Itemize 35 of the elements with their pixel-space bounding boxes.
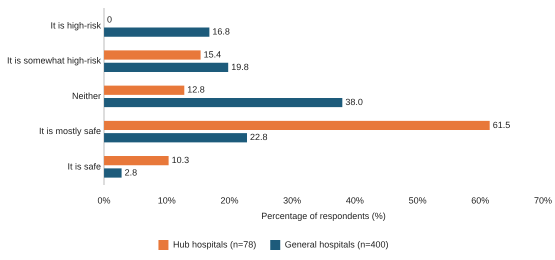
bar (104, 120, 490, 130)
x-tick-label: 30% (283, 195, 302, 206)
x-tick-label: 40% (346, 195, 364, 206)
bar (104, 86, 184, 95)
x-tick-label: 70% (534, 195, 552, 206)
data-label: 61.5 (492, 120, 510, 130)
bar (104, 156, 169, 166)
legend-label: Hub hospitals (n=78) (172, 239, 256, 250)
bar (104, 98, 342, 108)
x-tick-label: 50% (408, 195, 427, 206)
data-label: 16.8 (212, 26, 230, 37)
bar (104, 50, 201, 60)
x-axis-title: Percentage of respondents (%) (261, 211, 386, 222)
data-label: 19.8 (231, 62, 249, 72)
data-label: 22.8 (250, 132, 268, 142)
bar (104, 62, 228, 72)
data-label: 10.3 (172, 155, 190, 166)
y-tick-label: It is high-risk (50, 20, 102, 30)
x-tick-label: 0% (98, 195, 111, 206)
y-tick-label: It is somewhat high-risk (7, 56, 102, 66)
x-tick-label: 10% (158, 195, 176, 206)
x-tick-label: 60% (471, 195, 490, 206)
data-label: 0 (107, 14, 112, 24)
data-label: 15.4 (204, 50, 222, 60)
data-label: 38.0 (345, 97, 363, 108)
y-tick-label: Neither (72, 90, 102, 101)
y-tick-label: It is safe (68, 161, 102, 172)
bar (104, 28, 210, 37)
legend-label: General hospitals (n=400) (284, 239, 389, 250)
bar (104, 168, 122, 178)
y-tick-label: It is mostly safe (39, 126, 102, 136)
data-label: 2.8 (124, 167, 138, 178)
bar (104, 133, 248, 142)
data-label: 12.8 (187, 84, 205, 95)
x-tick-label: 20% (220, 195, 238, 206)
